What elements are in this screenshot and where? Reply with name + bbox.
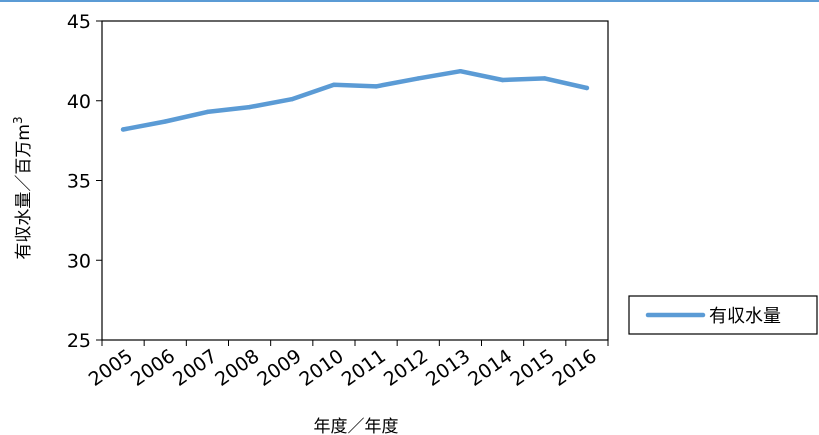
y-axis-title-text: 有収水量／百万m — [14, 124, 34, 260]
data-point — [247, 104, 252, 110]
y-axis-title: 有収水量／百万m3 — [11, 116, 34, 259]
y-tick-label: 45 — [67, 11, 91, 33]
y-tick-label: 40 — [67, 91, 91, 113]
y-axis-title-superscript: 3 — [11, 116, 25, 124]
x-tick-label: 2008 — [211, 345, 263, 391]
y-tick-label: 30 — [67, 250, 91, 272]
x-tick-label: 2012 — [380, 345, 432, 391]
top-accent-rule — [0, 0, 819, 2]
x-tick-label: 2009 — [253, 345, 305, 391]
x-axis-ticks: 2005200620072008200920102011201220132014… — [85, 340, 609, 391]
legend-label: 有収水量 — [709, 306, 781, 327]
x-tick-label: 2006 — [127, 345, 179, 391]
data-point — [331, 82, 337, 88]
data-point — [163, 119, 168, 124]
data-point — [120, 127, 126, 132]
x-tick-label: 2005 — [85, 345, 137, 391]
x-tick-label: 2016 — [549, 345, 601, 391]
y-tick-label: 25 — [67, 330, 91, 352]
x-axis-title: 年度／年度 — [314, 417, 399, 435]
plot-area-border — [101, 20, 609, 341]
series-layer — [120, 68, 590, 132]
data-point — [289, 96, 294, 102]
x-tick-label: 2011 — [338, 345, 390, 391]
y-tick-label: 35 — [67, 171, 91, 193]
x-tick-label: 2010 — [296, 345, 348, 391]
x-tick-label: 2013 — [422, 345, 474, 391]
series-line — [120, 68, 590, 132]
data-point — [458, 69, 463, 74]
data-point — [584, 85, 590, 91]
y-axis-ticks: 25 30 35 40 45 — [67, 11, 102, 352]
x-tick-label: 2014 — [464, 345, 516, 391]
x-tick-label: 2007 — [169, 345, 221, 391]
data-point — [500, 77, 505, 83]
data-point — [373, 84, 379, 89]
x-tick-label: 2015 — [506, 345, 558, 391]
data-point — [542, 76, 547, 81]
plot-frame — [101, 20, 609, 341]
data-point — [205, 109, 210, 115]
data-point — [416, 76, 421, 81]
legend: 有収水量 — [628, 295, 818, 335]
